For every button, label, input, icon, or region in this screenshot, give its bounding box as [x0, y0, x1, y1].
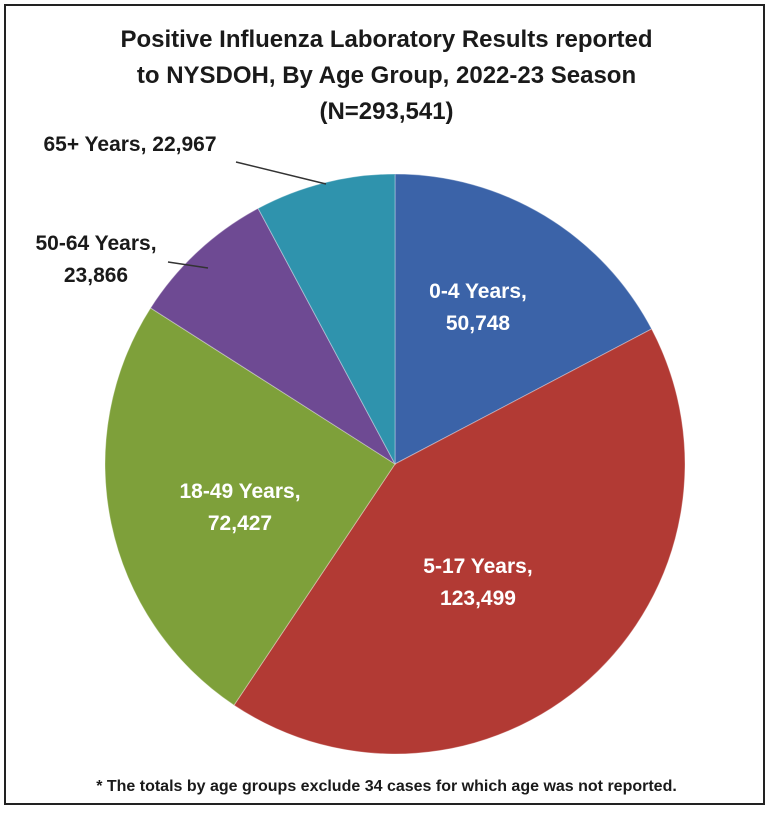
- footnote: * The totals by age groups exclude 34 ca…: [96, 778, 677, 795]
- data-label-50-64-years: 50-64 Years, 23,866: [35, 232, 156, 287]
- chart-title-line-2: to NYSDOH, By Age Group, 2022-23 Season: [136, 62, 637, 89]
- pie-slice-65plus-years: [257, 173, 396, 465]
- leader-line-50-64-years: [167, 261, 209, 269]
- chart-title-line-1: Positive Influenza Laboratory Results re…: [120, 26, 653, 53]
- data-label-0-4-years: 0-4 Years, 50,748: [429, 280, 527, 335]
- data-label-18-49-years: 18-49 Years, 72,427: [179, 480, 300, 535]
- chart-title-line-3: (N=293,541): [319, 98, 454, 125]
- data-label-5-17-years: 5-17 Years, 123,499: [423, 555, 532, 610]
- pie-slice-5-17-years: [233, 328, 686, 755]
- pie-slice-0-4-years: [394, 173, 653, 465]
- pie-slice-50-64-years: [149, 207, 397, 466]
- leader-line-65plus-years: [235, 161, 327, 185]
- data-label-65plus-years: 65+ Years, 22,967: [43, 133, 216, 156]
- chart-title: Positive Influenza Laboratory Results re…: [0, 22, 773, 130]
- pie-slice-18-49-years: [104, 307, 396, 706]
